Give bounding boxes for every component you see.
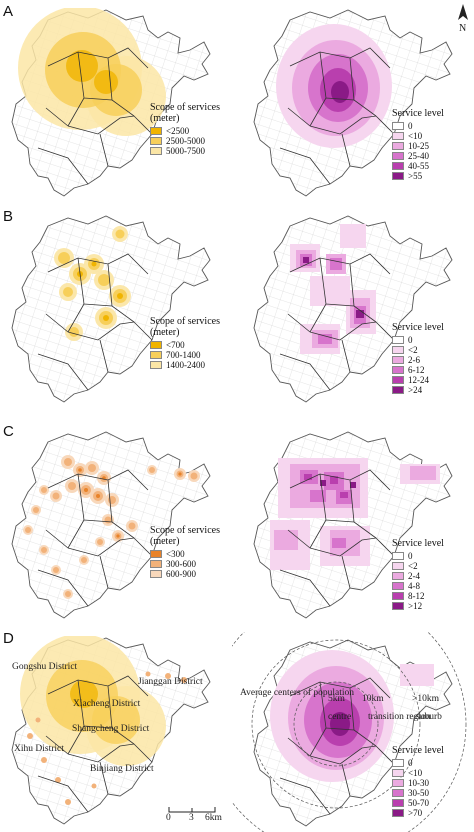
legend-label: >70 — [408, 808, 423, 818]
legend-label: >24 — [408, 385, 423, 395]
service-zone-inner — [94, 70, 118, 94]
legend-title: Service level — [392, 108, 444, 119]
panel-letter-a: A — [3, 3, 14, 20]
panel-letter-b: B — [3, 208, 14, 225]
legend-label: <10 — [408, 131, 423, 141]
legend-c-scope: Scope of services (meter) <300 300-600 60… — [150, 525, 220, 579]
legend-title: Scope of services — [150, 316, 220, 327]
ring-label-transition: transition region — [368, 712, 431, 722]
legend-subtitle: (meter) — [150, 327, 180, 338]
legend-label: 0 — [408, 121, 413, 131]
legend-row: 2500-5000 — [150, 136, 220, 146]
legend-label: <2 — [408, 561, 418, 571]
legend-label: 1400-2400 — [166, 360, 205, 370]
legend-label: <2 — [408, 345, 418, 355]
legend-label: 10-25 — [408, 141, 429, 151]
scale-bar — [168, 807, 216, 813]
legend-label: >55 — [408, 171, 423, 181]
legend-label: 0 — [408, 335, 413, 345]
map-c-scope — [11, 431, 211, 619]
panel-letter-c: C — [3, 423, 14, 440]
legend-title: Scope of services — [150, 525, 220, 536]
map-d-districts — [11, 636, 211, 825]
map-b-scope — [11, 215, 211, 403]
legend-label: 0 — [408, 551, 413, 561]
legend-label: 2-4 — [408, 571, 420, 581]
legend-title: Service level — [392, 538, 444, 549]
scale-label-6km: 6km — [205, 813, 222, 823]
legend-label: 6-12 — [408, 365, 425, 375]
ring-label-10km: 10km — [362, 694, 384, 704]
district-label-jianggan: Jianggan District — [138, 677, 203, 687]
legend-title: Service level — [392, 322, 444, 333]
legend-a-scope: Scope of services (meter) <2500 2500-5000… — [150, 102, 220, 156]
legend-label: >12 — [408, 601, 423, 611]
map-a-level — [253, 9, 453, 197]
legend-label: 4-8 — [408, 581, 420, 591]
legend-label: <700 — [166, 340, 185, 350]
panel-letter-d: D — [3, 630, 14, 647]
district-label-shangcheng: Shangcheng District — [72, 724, 150, 734]
legend-subtitle: (meter) — [150, 536, 180, 547]
legend-b-level: Service level 0 <2 2-6 6-12 12-24 >24 — [392, 322, 444, 395]
legend-label: 0 — [408, 758, 413, 768]
legend-label: 12-24 — [408, 375, 429, 385]
legend-label: <10 — [408, 768, 423, 778]
legend-row: 5000-7500 — [150, 146, 220, 156]
map-a-scope — [11, 8, 211, 197]
ring-label-suburb: suburb — [416, 712, 442, 722]
legend-d-level: Service level 0 <10 10-30 30-50 50-70 >7… — [392, 745, 444, 818]
map-b-level — [253, 215, 453, 403]
legend-label: 2500-5000 — [166, 136, 205, 146]
scale-label-3: 3 — [189, 813, 194, 823]
ring-label-center: Average centers of population — [240, 688, 355, 698]
legend-label: 25-40 — [408, 151, 429, 161]
legend-label: 700-1400 — [166, 350, 201, 360]
ring-label-5km: 5km — [328, 694, 345, 704]
map-d-level — [232, 632, 467, 832]
legend-label: <300 — [166, 549, 185, 559]
legend-label: 8-12 — [408, 591, 425, 601]
map-c-level — [253, 431, 453, 619]
ring-label-centre: centre — [328, 712, 352, 722]
district-label-xiacheng: Xiacheng District — [73, 699, 141, 709]
legend-label: <2500 — [166, 126, 190, 136]
legend-b-scope: Scope of services (meter) <700 700-1400 1… — [150, 316, 220, 370]
legend-a-level: Service level 0 <10 10-25 25-40 40-55 >5… — [392, 108, 444, 181]
legend-c-level: Service level 0 <2 2-4 4-8 8-12 >12 — [392, 538, 444, 611]
ring-label-gt10km: >10km — [412, 694, 439, 704]
legend-title: Service level — [392, 745, 444, 756]
legend-subtitle: (meter) — [150, 113, 180, 124]
district-label-gongshu: Gongshu District — [12, 662, 78, 672]
legend-label: 10-30 — [408, 778, 429, 788]
legend-label: 50-70 — [408, 798, 429, 808]
north-arrow-icon — [458, 4, 468, 20]
legend-label: 2-6 — [408, 355, 420, 365]
legend-row: <2500 — [150, 126, 220, 136]
north-label: N — [459, 23, 467, 34]
legend-label: 600-900 — [166, 569, 196, 579]
legend-label: 40-55 — [408, 161, 429, 171]
scale-label-0: 0 — [166, 813, 171, 823]
legend-label: 30-50 — [408, 788, 429, 798]
legend-title: Scope of services — [150, 102, 220, 113]
district-label-binjiang: Binjiang District — [90, 764, 154, 774]
legend-label: 5000-7500 — [166, 146, 205, 156]
district-label-xihu: Xihu District — [14, 744, 64, 754]
legend-label: 300-600 — [166, 559, 196, 569]
service-zone-inner — [66, 50, 98, 82]
